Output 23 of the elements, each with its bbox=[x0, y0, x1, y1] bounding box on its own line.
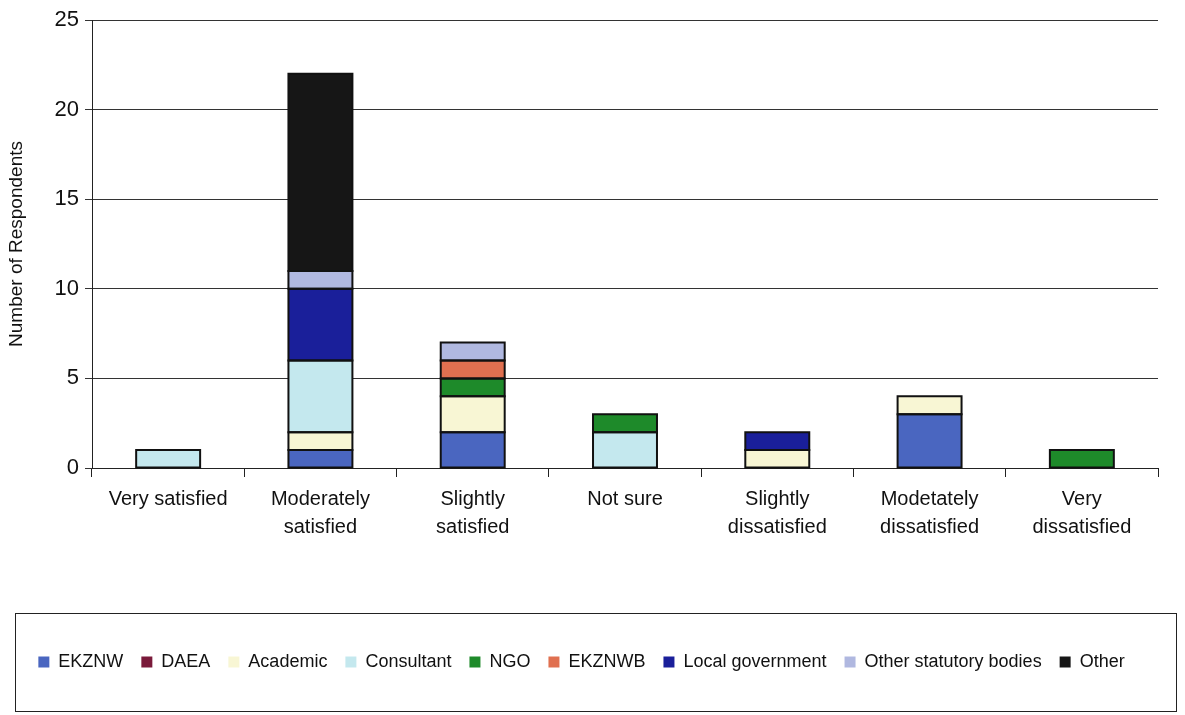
legend-label: Academic bbox=[248, 650, 328, 671]
y-axis-title: Number of Respondents bbox=[4, 141, 26, 347]
x-tick-label: Very dissatisfied bbox=[1032, 486, 1132, 537]
legend-label: EKZNWB bbox=[568, 650, 646, 671]
y-tick-label: 10 bbox=[54, 274, 79, 300]
x-tick-label: Moderately satisfied bbox=[270, 486, 370, 537]
legend-label: EKZNW bbox=[58, 650, 124, 671]
x-tick-label: Very satisfied bbox=[108, 486, 228, 509]
y-tick-label: 0 bbox=[66, 454, 79, 480]
y-tick-label: 25 bbox=[54, 6, 79, 32]
x-tick-label: Modetately dissatisfied bbox=[880, 486, 980, 537]
y-tick-label: 20 bbox=[54, 95, 79, 121]
x-tick-label: Slightly satisfied bbox=[436, 486, 510, 537]
y-tick-label: 5 bbox=[66, 364, 79, 390]
legend-label: Other statutory bodies bbox=[864, 650, 1042, 671]
legend-label: Consultant bbox=[365, 650, 452, 671]
legend-label: NGO bbox=[489, 650, 531, 671]
x-tick-label: Not sure bbox=[587, 486, 663, 509]
y-tick-label: 15 bbox=[54, 185, 79, 211]
x-tick-label: Slightly dissatisfied bbox=[727, 486, 827, 537]
legend-label: Other bbox=[1079, 650, 1125, 671]
legend-label: DAEA bbox=[161, 650, 211, 671]
legend-label: Local government bbox=[683, 650, 827, 671]
